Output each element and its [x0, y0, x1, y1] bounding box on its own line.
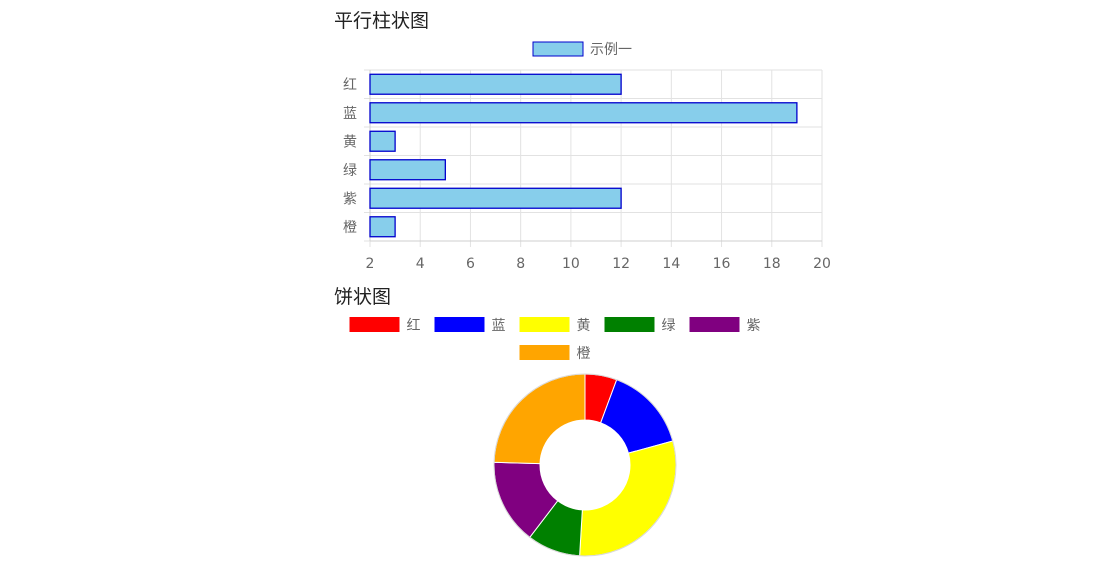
legend-swatch — [532, 41, 584, 57]
legend-label: 橙 — [577, 346, 591, 362]
y-tick-label: 黄 — [343, 133, 357, 150]
legend-label: 红 — [407, 318, 421, 334]
bar — [369, 159, 446, 181]
x-tick-label: 20 — [813, 256, 831, 272]
y-tick-label: 蓝 — [343, 106, 357, 122]
x-tick-label: 18 — [763, 256, 781, 272]
y-tick-label: 橙 — [343, 220, 357, 236]
legend-label: 紫 — [747, 318, 761, 334]
legend-swatch — [519, 317, 570, 332]
x-tick-label: 12 — [612, 256, 630, 272]
legend-swatch — [349, 317, 400, 332]
legend-swatch — [689, 317, 740, 332]
y-tick-label: 紫 — [343, 191, 357, 207]
legend-label: 蓝 — [492, 318, 506, 334]
pie-slice — [493, 373, 586, 465]
y-tick-label: 红 — [343, 77, 357, 93]
x-tick-label: 4 — [416, 256, 425, 272]
bar — [369, 216, 396, 238]
bar — [369, 102, 798, 124]
x-tick-label: 10 — [562, 256, 580, 272]
x-tick-label: 2 — [366, 256, 375, 272]
legend-label: 黄 — [577, 317, 591, 334]
legend-swatch — [434, 317, 485, 332]
bar-chart-title: 平行柱状图 — [334, 10, 430, 32]
x-tick-label: 6 — [466, 256, 475, 272]
bar — [369, 130, 396, 152]
legend-swatch — [604, 317, 655, 332]
legend-swatch — [519, 345, 570, 360]
bar — [369, 187, 622, 209]
pie-chart-title: 饼状图 — [334, 286, 392, 308]
x-tick-label: 16 — [713, 256, 731, 272]
x-tick-label: 14 — [662, 256, 680, 272]
y-tick-label: 绿 — [343, 163, 357, 179]
legend-label: 绿 — [662, 318, 676, 334]
pie-outer-edge — [493, 373, 677, 557]
bar — [369, 73, 622, 95]
pie-slice — [579, 440, 677, 557]
legend-label: 示例一 — [590, 42, 632, 58]
x-tick-label: 8 — [516, 256, 525, 272]
